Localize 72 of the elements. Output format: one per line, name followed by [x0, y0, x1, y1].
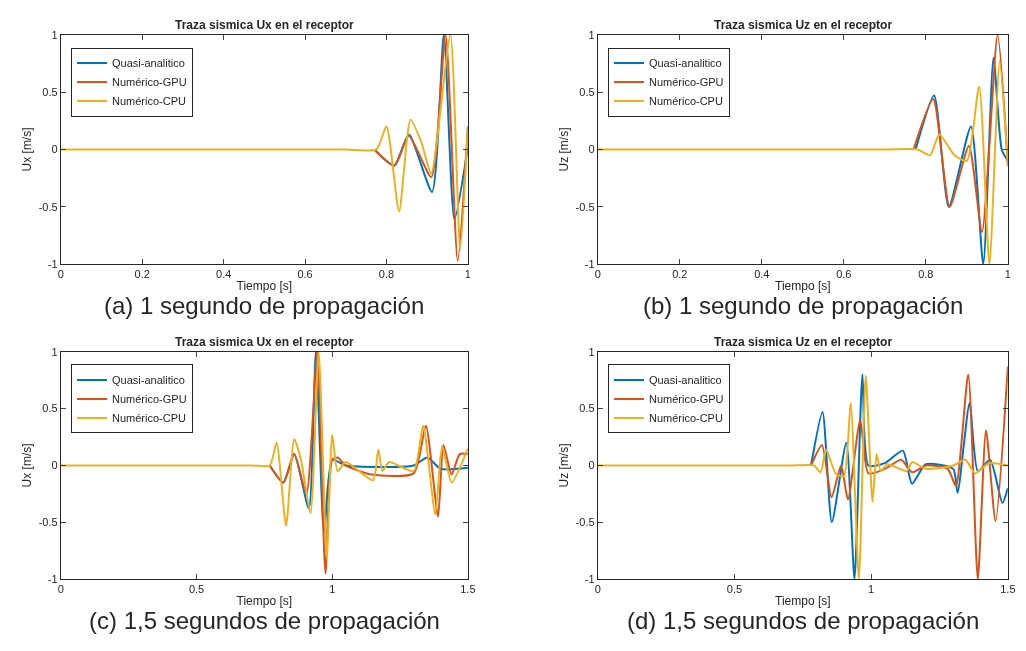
y-tick-label: -0.5: [38, 516, 58, 529]
x-tick-label: 0.6: [297, 268, 313, 281]
legend-label: Quasi-analitico: [648, 374, 722, 387]
legend-label: Quasi-analitico: [112, 57, 185, 70]
y-tick-label: -0.5: [575, 200, 595, 213]
chart-title: Traza sismica Ux en el receptor: [175, 335, 355, 349]
y-axis-title: Uz [m/s]: [556, 127, 571, 172]
legend-label: Numérico-CPU: [112, 412, 187, 425]
y-tick-label: 0.5: [42, 85, 58, 98]
chart-title: Traza sismica Uz en el receptor: [714, 18, 893, 32]
line-series: [914, 56, 1008, 265]
y-tick-label: -1: [47, 573, 58, 586]
x-tick-label: 0.5: [726, 583, 743, 596]
x-tick-label: 0.8: [918, 268, 934, 281]
x-tick-label: 1.5: [460, 583, 476, 596]
legend-label: Numérico-CPU: [112, 95, 187, 108]
x-tick-label: 1: [329, 583, 336, 596]
text: (a) 1 segundo de propagación: [104, 292, 425, 319]
y-tick-label: 1: [51, 28, 58, 41]
y-tick-label: -0.5: [575, 516, 595, 529]
x-tick-label: 1: [1004, 268, 1011, 281]
line-series: [597, 60, 1008, 265]
x-tick-label: 0.2: [134, 268, 150, 281]
x-tick-label: 0.4: [754, 268, 770, 281]
y-tick-label: 1: [588, 345, 595, 358]
y-tick-label: -1: [47, 258, 58, 271]
y-tick-label: 0.5: [579, 402, 595, 415]
legend-label: Quasi-analitico: [112, 374, 185, 387]
y-tick-label: -0.5: [38, 200, 58, 213]
chart-title: Traza sismica Ux en el receptor: [175, 18, 355, 32]
line-series: [373, 34, 468, 262]
line-series: [597, 374, 1008, 580]
y-tick-label: 0.5: [42, 402, 58, 415]
line-series: [60, 351, 468, 560]
line-series: [912, 34, 1008, 234]
line-series: [268, 351, 468, 575]
x-tick-label: 1.5: [1000, 583, 1016, 596]
x-tick-label: 1: [868, 583, 875, 596]
y-tick-label: -1: [584, 573, 595, 586]
y-tick-label: 0.5: [579, 85, 595, 98]
legend-label: Numérico-GPU: [112, 76, 187, 89]
y-axis-title: Ux [m/s]: [19, 127, 34, 172]
y-tick-label: 0: [51, 143, 58, 156]
x-tick-label: 0.2: [672, 268, 688, 281]
x-tick-label: 1: [464, 268, 471, 281]
x-tick-label: 0.4: [216, 268, 232, 281]
legend-label: Numérico-GPU: [112, 393, 187, 406]
y-axis-title: Uz [m/s]: [556, 443, 571, 488]
y-tick-label: 1: [588, 28, 595, 41]
text: (c) 1,5 segundos de propagación: [89, 607, 440, 634]
legend-label: Numérico-CPU: [648, 95, 723, 108]
text: (d) 1,5 segundos de propagación: [627, 607, 980, 634]
chart-title: Traza sismica Uz en el receptor: [714, 335, 893, 349]
y-tick-label: -1: [584, 258, 595, 271]
y-tick-label: 0: [588, 143, 595, 156]
x-tick-label: 0.5: [188, 583, 205, 596]
legend-label: Numérico-GPU: [648, 76, 724, 89]
y-tick-label: 0: [588, 459, 595, 472]
legend-label: Quasi-analitico: [648, 57, 722, 70]
legend-label: Numérico-GPU: [648, 393, 724, 406]
line-series: [60, 34, 468, 251]
y-axis-title: Ux [m/s]: [19, 443, 34, 488]
text: (b) 1 segundo de propagación: [643, 292, 964, 319]
y-tick-label: 1: [51, 345, 58, 358]
x-axis-title: Tiempo [s]: [775, 279, 831, 294]
x-axis-title: Tiempo [s]: [236, 594, 293, 609]
x-tick-label: 0.8: [378, 268, 395, 281]
x-tick-label: 0.6: [836, 268, 852, 281]
x-axis-title: Tiempo [s]: [775, 594, 831, 609]
legend-label: Numérico-CPU: [648, 412, 723, 425]
y-tick-label: 0: [51, 459, 58, 472]
x-axis-title: Tiempo [s]: [236, 279, 293, 294]
